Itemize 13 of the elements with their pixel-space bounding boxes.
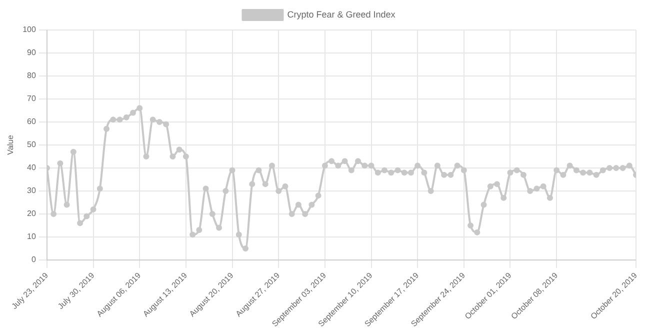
y-tick-label: 20 <box>27 209 36 218</box>
y-tick-label: 0 <box>31 255 36 264</box>
y-tick-label: 100 <box>22 25 36 34</box>
legend-label: Crypto Fear & Greed Index <box>287 9 396 20</box>
y-tick-label: 80 <box>27 71 36 80</box>
y-tick-label: 30 <box>27 186 36 196</box>
y-tick-label: 10 <box>27 232 36 242</box>
y-tick-label: 70 <box>27 94 36 104</box>
y-tick-label: 60 <box>27 117 36 126</box>
y-tick-label: 90 <box>27 48 36 58</box>
y-tick-label: 40 <box>27 163 36 172</box>
y-tick-label: 50 <box>27 140 36 150</box>
y-axis-title: Value <box>6 134 16 155</box>
